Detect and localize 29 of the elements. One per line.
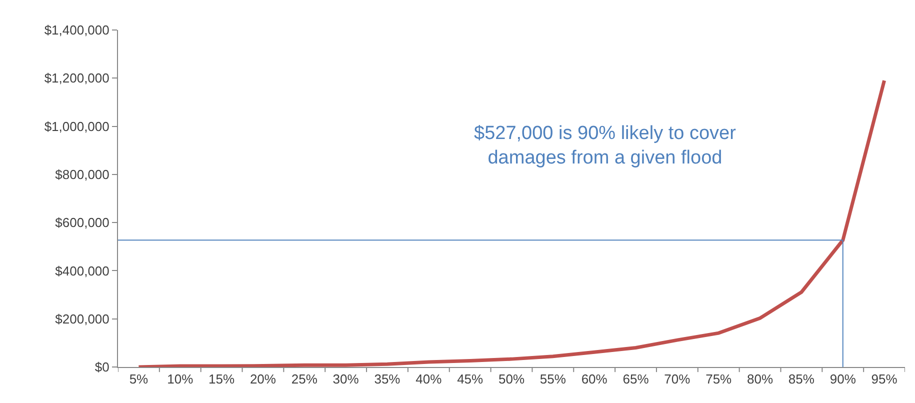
y-tick-label: $0 — [94, 360, 110, 375]
x-tick-label: 85% — [788, 372, 815, 387]
y-tick-label: $400,000 — [55, 263, 110, 278]
x-tick-label: 35% — [374, 372, 401, 387]
x-tick-label: 40% — [416, 372, 442, 387]
y-tick-label: $1,400,000 — [44, 22, 110, 38]
y-tick-label: $1,200,000 — [44, 70, 110, 86]
y-tick-label: $200,000 — [55, 311, 110, 326]
x-tick-label: 65% — [622, 372, 650, 387]
x-tick-label: 75% — [706, 372, 732, 387]
x-tick-label: 80% — [747, 372, 774, 387]
x-tick-label: 30% — [332, 372, 360, 387]
line-series — [136, 78, 886, 367]
x-tick-label: 45% — [457, 372, 484, 387]
x-tick-label: 25% — [291, 372, 318, 387]
x-tick-label: 15% — [208, 372, 235, 387]
y-tick-label: $800,000 — [55, 166, 110, 182]
y-tick-label: $600,000 — [55, 215, 110, 230]
x-tick-label: 60% — [581, 372, 608, 387]
x-tick-label: 20% — [250, 372, 276, 387]
x-tick-label: 70% — [664, 372, 691, 387]
x-tick-label: 95% — [871, 372, 898, 387]
x-tick-label: 10% — [167, 372, 194, 387]
x-tick-label: 50% — [498, 372, 525, 387]
y-tick-label: $1,000,000 — [44, 118, 110, 134]
x-tick-label: 90% — [830, 372, 856, 387]
x-tick-label: 5% — [129, 372, 149, 387]
x-tick-label: 55% — [540, 372, 566, 387]
annotation: $527,000 is 90% likely to cover damages from a given flood — [474, 123, 737, 169]
